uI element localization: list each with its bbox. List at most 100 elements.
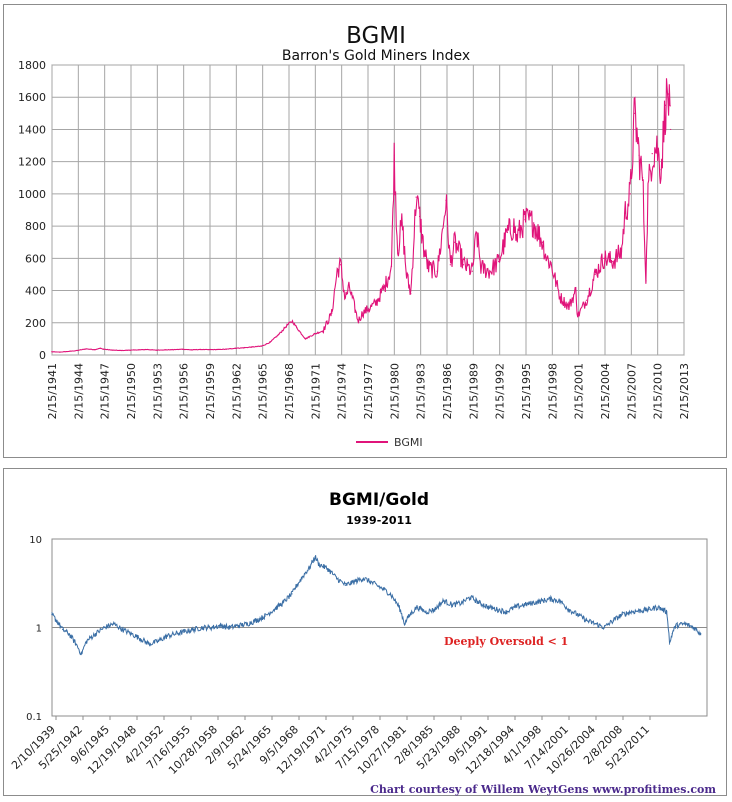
data-point — [594, 273, 596, 276]
data-point — [462, 264, 465, 266]
data-point — [175, 633, 177, 635]
data-point — [146, 348, 149, 351]
data-point — [291, 593, 293, 595]
data-point — [121, 628, 124, 631]
data-point — [371, 582, 373, 584]
data-point — [199, 348, 201, 351]
data-point — [85, 348, 87, 350]
x-tick-label: 2/15/1953 — [151, 363, 164, 419]
data-point — [287, 323, 289, 325]
data-point — [225, 348, 228, 350]
data-point — [634, 112, 636, 114]
data-point — [415, 196, 417, 198]
oversold-annotation: Deeply Oversold < 1 — [444, 635, 568, 648]
data-point — [190, 349, 192, 351]
data-point — [478, 602, 481, 604]
data-point — [234, 347, 236, 349]
data-point — [639, 610, 641, 612]
data-point — [182, 348, 184, 350]
data-point — [340, 264, 342, 266]
data-point — [166, 635, 168, 637]
data-point — [120, 349, 122, 352]
data-point — [273, 608, 275, 611]
chart-subtitle: Barron's Gold Miners Index — [282, 48, 470, 64]
data-point — [291, 320, 293, 322]
data-point — [278, 333, 280, 335]
data-point — [568, 608, 570, 611]
data-point — [344, 584, 347, 586]
x-tick-label: 2/15/1995 — [520, 363, 533, 419]
chart-subtitle: 1939-2011 — [346, 514, 412, 527]
data-point — [217, 348, 219, 351]
data-point — [246, 623, 248, 625]
data-point — [255, 619, 257, 622]
x-tick-label: 2/15/2004 — [599, 363, 612, 419]
data-point — [184, 630, 186, 633]
data-point — [585, 619, 588, 622]
chart-credit: Chart courtesy of Willem WeytGens www.pr… — [370, 783, 716, 796]
data-point — [612, 260, 614, 263]
data-point — [111, 349, 113, 351]
data-point — [559, 600, 561, 602]
data-point — [336, 577, 338, 579]
data-point — [603, 626, 605, 629]
data-point — [443, 600, 445, 602]
data-point — [505, 611, 507, 613]
data-point — [651, 153, 653, 155]
data-point — [76, 349, 78, 352]
data-point — [383, 286, 386, 288]
data-point — [541, 600, 543, 602]
y-tick-label: 1800 — [18, 59, 46, 72]
data-point — [550, 264, 552, 266]
x-tick-label: 2/15/1962 — [230, 363, 243, 419]
data-point — [550, 598, 552, 600]
data-point — [398, 606, 400, 608]
data-point — [304, 338, 307, 340]
data-point — [112, 623, 115, 625]
data-point — [559, 296, 561, 298]
data-point — [496, 608, 498, 611]
x-tick-label: 2/15/1950 — [125, 363, 138, 419]
y-tick-label: 1 — [36, 624, 42, 635]
data-point — [103, 348, 105, 350]
series-line-bgmi — [51, 78, 671, 353]
data-point — [452, 604, 454, 606]
data-point — [469, 596, 472, 598]
x-tick-label: 2/15/1971 — [309, 363, 322, 419]
data-point — [138, 349, 140, 351]
y-tick-label: 600 — [25, 252, 46, 265]
data-point — [668, 643, 671, 645]
data-point — [434, 608, 436, 611]
data-point — [243, 347, 245, 349]
data-point — [506, 231, 508, 234]
data-point — [638, 154, 640, 156]
data-point — [471, 270, 473, 272]
data-point — [390, 265, 393, 267]
data-point — [423, 249, 425, 251]
data-point — [546, 257, 548, 259]
y-tick-label: 200 — [25, 317, 46, 330]
data-point — [211, 626, 213, 629]
data-point — [139, 637, 141, 640]
data-point — [357, 320, 359, 322]
y-tick-label: 1600 — [18, 91, 46, 104]
data-point — [309, 566, 311, 568]
data-point — [480, 267, 482, 269]
data-point — [648, 608, 650, 611]
x-tick-label: 2/15/1974 — [336, 363, 349, 419]
x-tick-label: 2/15/1989 — [467, 363, 480, 419]
data-point — [237, 625, 240, 627]
data-point — [523, 604, 525, 606]
data-point — [410, 293, 412, 295]
data-point — [348, 286, 350, 288]
data-point — [656, 144, 658, 147]
y-tick-label: 1400 — [18, 123, 46, 136]
data-point — [541, 241, 544, 243]
data-point — [630, 611, 632, 613]
legend: BGMI — [356, 436, 423, 449]
data-point — [336, 270, 338, 272]
y-tick-label: 400 — [25, 285, 46, 298]
x-tick-label: 2/15/1944 — [72, 363, 85, 419]
data-point — [51, 351, 53, 353]
